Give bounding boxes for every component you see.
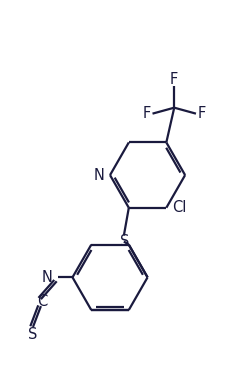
- Text: Cl: Cl: [171, 200, 186, 215]
- Text: S: S: [28, 327, 38, 342]
- Text: F: F: [197, 106, 205, 121]
- Text: F: F: [169, 72, 178, 87]
- Text: N: N: [42, 270, 52, 285]
- Text: C: C: [37, 294, 47, 309]
- Text: N: N: [93, 168, 104, 183]
- Text: F: F: [142, 106, 150, 121]
- Text: S: S: [120, 234, 129, 249]
